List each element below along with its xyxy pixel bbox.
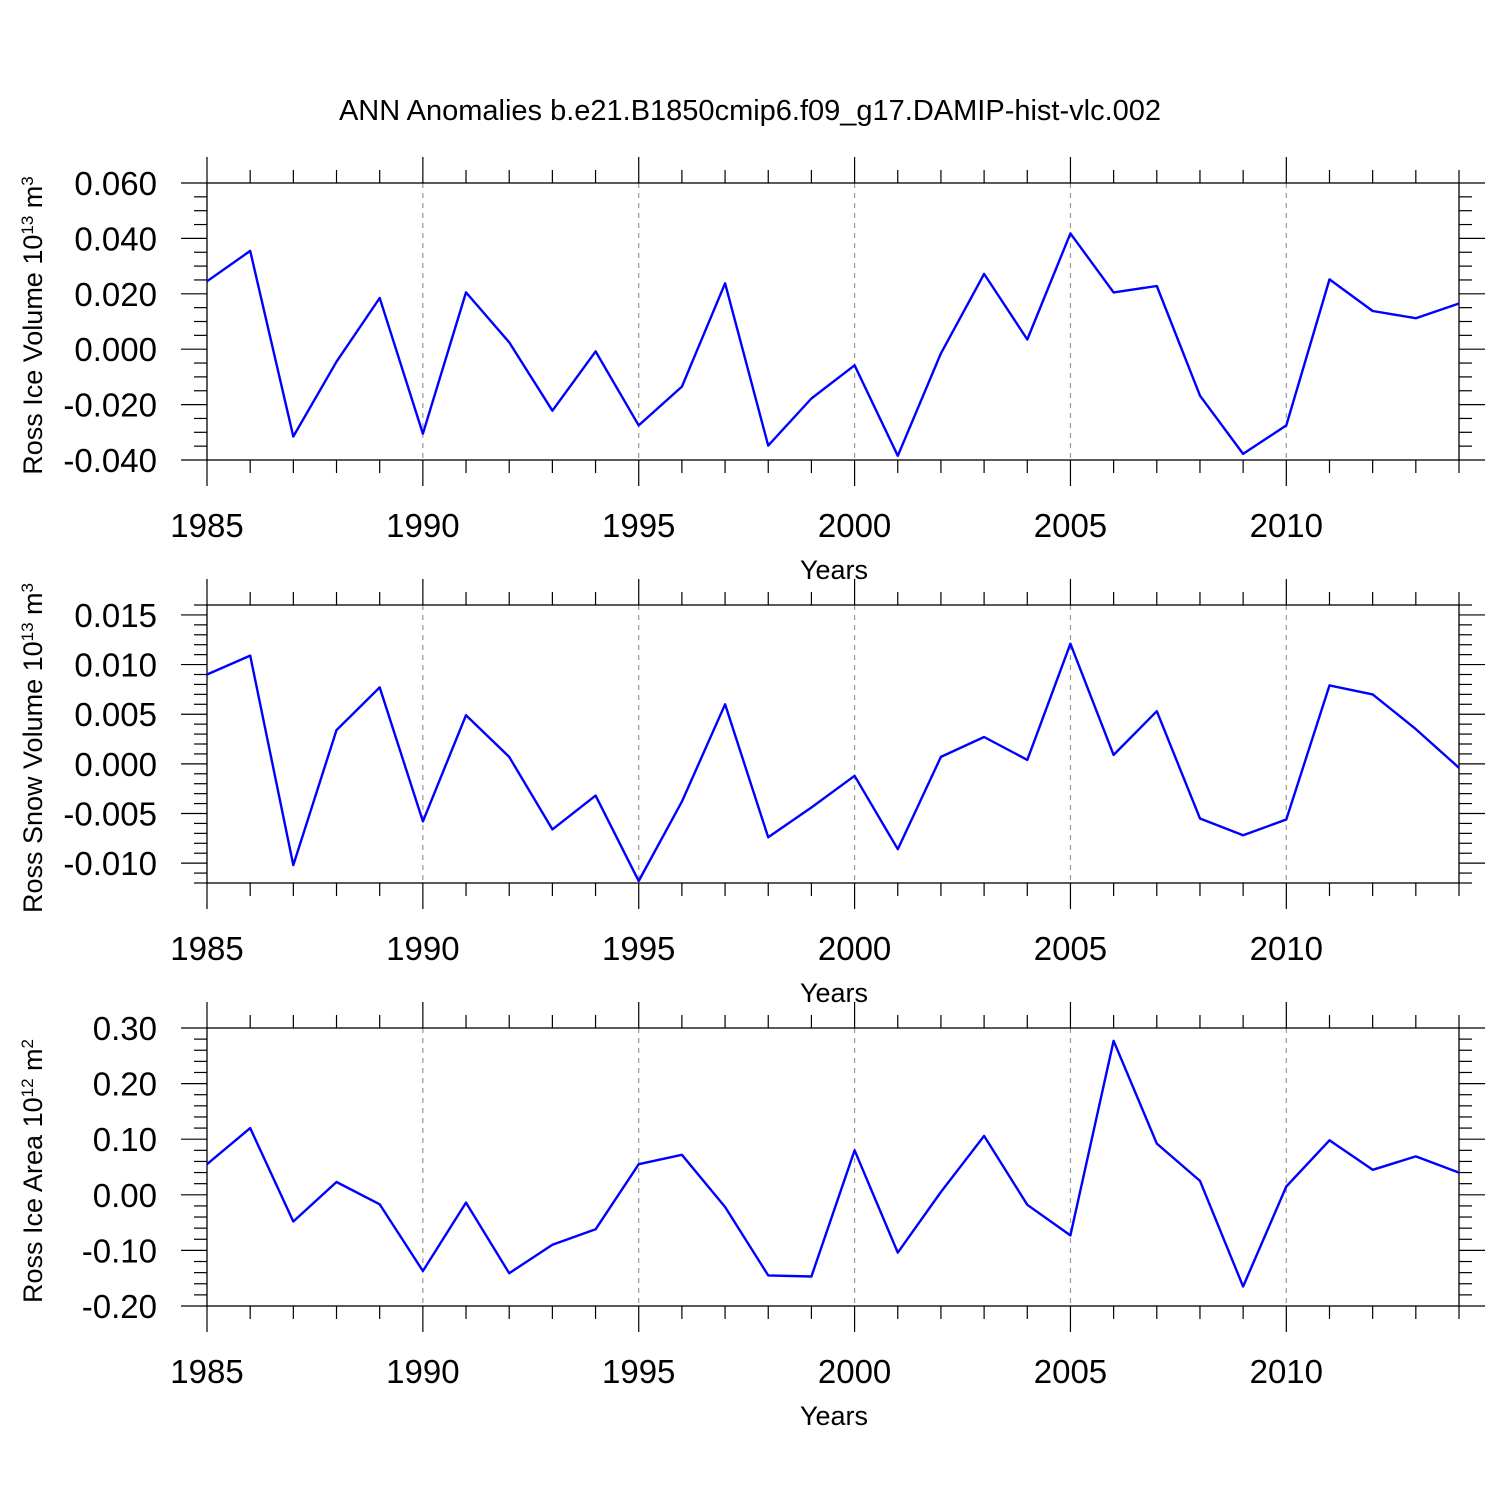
series-line (206, 1039, 1460, 1288)
y-tick-label: 0.10 (93, 1121, 157, 1158)
y-tick-label: -0.20 (82, 1288, 157, 1325)
plot-frame (206, 604, 1460, 884)
y-tick-label: -0.010 (63, 845, 157, 882)
y-tick-label: -0.020 (63, 387, 157, 424)
y-axis-label: Ross Ice Volume 1013 m3 (18, 176, 49, 475)
x-tick-label: 2005 (1034, 507, 1107, 544)
y-tick-label: 0.000 (74, 746, 157, 783)
x-tick-label: 1990 (386, 1353, 459, 1390)
y-tick-label: 0.000 (74, 331, 157, 368)
x-tick-label: 1985 (170, 1353, 243, 1390)
series-line (206, 642, 1460, 883)
y-tick-label: 0.00 (93, 1177, 157, 1214)
x-tick-label: 2010 (1250, 507, 1323, 544)
panel-3: -0.20 -0.10 0.00 0.10 0.20 0.30 1985 1990 1995 20… (18, 1002, 1485, 1431)
x-axis-label: Years (800, 1401, 868, 1431)
x-tick-label: 2000 (818, 930, 891, 967)
x-tick-label: 2000 (818, 507, 891, 544)
y-tick-label: 0.020 (74, 276, 157, 313)
x-tick-label: 2000 (818, 1353, 891, 1390)
x-tick-label: 2010 (1250, 930, 1323, 967)
y-tick-label: 0.20 (93, 1066, 157, 1103)
figure-title: ANN Anomalies b.e21.B1850cmip6.f09_g17.D… (339, 95, 1161, 127)
x-tick-label: 1990 (386, 507, 459, 544)
x-tick-label: 1995 (602, 930, 675, 967)
y-tick-label: 0.005 (74, 696, 157, 733)
x-axis-label: Years (800, 978, 868, 1008)
y-tick-label: -0.040 (63, 442, 157, 479)
x-tick-label: 2010 (1250, 1353, 1323, 1390)
x-tick-label: 1985 (170, 930, 243, 967)
plot-frame (206, 182, 1460, 461)
y-tick-label: 0.010 (74, 647, 157, 684)
panel-1: -0.040 -0.020 0.000 0.020 0.040 0.060 1985 1990… (18, 157, 1485, 585)
y-tick-label: 0.015 (74, 597, 157, 634)
x-tick-label: 1990 (386, 930, 459, 967)
x-tick-label: 2005 (1034, 930, 1107, 967)
y-tick-label: -0.005 (63, 796, 157, 833)
x-tick-label: 2005 (1034, 1353, 1107, 1390)
panel-2: -0.010 -0.005 0.000 0.005 0.010 0.015 1985 1990… (18, 579, 1485, 1008)
y-tick-label: 0.060 (74, 165, 157, 202)
y-tick-label: 0.040 (74, 220, 157, 257)
y-axis-label: Ross Snow Volume 1013 m3 (18, 583, 49, 913)
x-tick-label: 1985 (170, 507, 243, 544)
y-tick-label: 0.30 (93, 1010, 157, 1047)
x-tick-label: 1995 (602, 507, 675, 544)
y-axis-label: Ross Ice Area 1012 m2 (18, 1039, 49, 1303)
series-line (206, 232, 1460, 457)
y-tick-label: -0.10 (82, 1232, 157, 1269)
x-axis-label: Years (800, 555, 868, 585)
x-tick-label: 1995 (602, 1353, 675, 1390)
plot-frame (206, 1027, 1460, 1307)
panels: -0.040 -0.020 0.000 0.020 0.040 0.060 1985 1990… (18, 157, 1485, 1431)
